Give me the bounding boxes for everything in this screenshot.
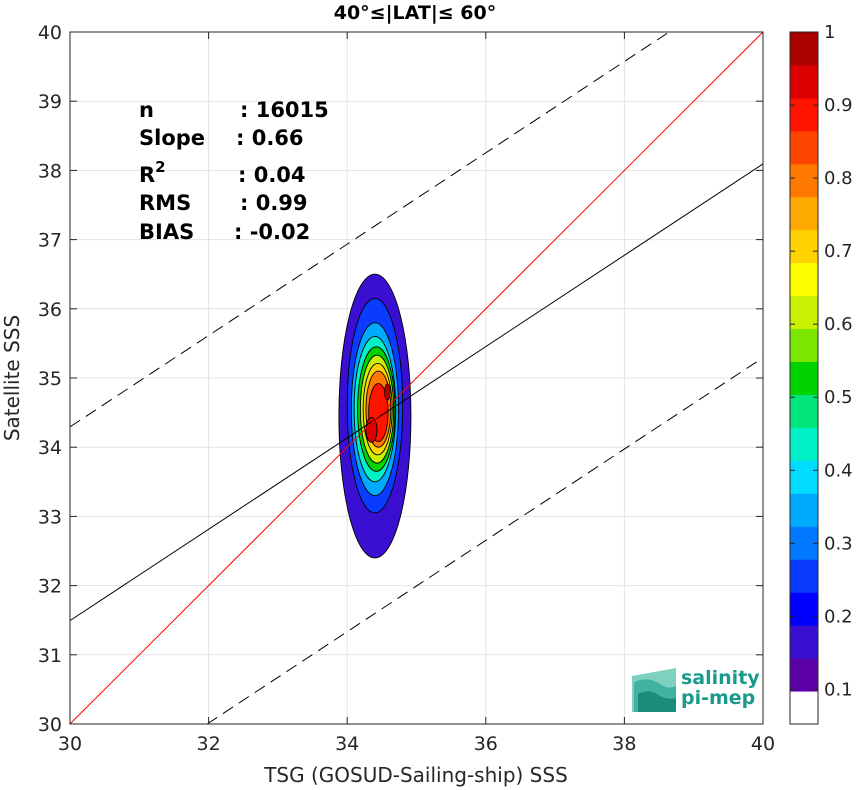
colorbar-segment [790, 64, 818, 99]
colorbar-tick-label: 0.7 [824, 241, 853, 262]
y-axis-label: Satellite SSS [0, 315, 24, 441]
stat-label: n [139, 98, 154, 122]
stat-value: : 0.66 [236, 126, 304, 150]
colorbar-segment [790, 229, 818, 264]
colorbar-tick-label: 0.5 [824, 387, 853, 408]
colorbar-tick-label: 0.2 [824, 606, 853, 627]
colorbar-segment [790, 493, 818, 527]
colorbar-segment [790, 691, 818, 725]
y-tick-label: 32 [38, 576, 62, 598]
colorbar-segment [790, 97, 818, 132]
colorbar-segment [790, 32, 818, 66]
y-tick-label: 36 [38, 299, 62, 321]
stat-value: : -0.02 [234, 220, 310, 244]
y-tick-label: 37 [38, 230, 62, 252]
colorbar-segment [790, 592, 818, 626]
y-tick-label: 30 [38, 714, 62, 736]
colorbar-segment [790, 328, 818, 363]
y-tick-label: 38 [38, 160, 62, 182]
colorbar-tick-label: 1 [824, 22, 835, 43]
colorbar-segment [790, 163, 818, 198]
colorbar-segment [790, 625, 818, 659]
y-tick-label: 33 [38, 506, 62, 528]
colorbar-segment [790, 427, 818, 461]
colorbar-segment [790, 361, 818, 395]
colorbar-tick-label: 0.3 [824, 533, 853, 554]
stat-label: Slope [139, 126, 205, 150]
stat-value: : 0.04 [238, 163, 306, 187]
stat-value: : 0.99 [240, 191, 308, 215]
x-tick-label: 38 [612, 733, 636, 755]
colorbar-segment [790, 460, 818, 494]
stat-value: : 16015 [240, 98, 329, 122]
rms-upper-line [69, 31, 670, 428]
stat-label: BIAS [139, 220, 194, 244]
logo-line1: salinity [681, 667, 760, 689]
y-tick-label: 35 [38, 368, 62, 390]
stats-box: n : 16015 Slope : 0.66 R2 : 0.04 RMS : 0.99 BIAS… [139, 98, 329, 244]
colorbar-tick-label: 0.4 [824, 460, 853, 481]
colorbar-segment [790, 394, 818, 428]
colorbar-segment [790, 130, 818, 165]
colorbar-segment [790, 196, 818, 231]
colorbar-tick-label: 0.9 [824, 95, 853, 116]
colorbar: 0.1 0.2 0.3 0.4 0.5 0.6 0.7 0.8 0.9 1 [789, 22, 853, 725]
salinity-logo: salinity pi-mep [632, 667, 760, 712]
identity-line [69, 31, 764, 725]
regression-lines [69, 31, 764, 725]
colorbar-segment [790, 295, 818, 330]
x-tick-label: 32 [197, 733, 221, 755]
stat-label: R2 [139, 158, 166, 187]
colorbar-tick-label: 0.6 [824, 314, 853, 335]
density-peak [384, 383, 391, 401]
colorbar-segment [790, 658, 818, 692]
colorbar-tick-label: 0.8 [824, 168, 853, 189]
x-tick-label: 34 [335, 733, 359, 755]
colorbar-segment [790, 262, 818, 297]
colorbar-frame [789, 31, 819, 725]
colorbar-tick-label: 0.1 [824, 679, 853, 700]
logo-waves-icon [632, 668, 676, 712]
stat-label: RMS [139, 191, 191, 215]
y-tick-label: 34 [38, 437, 62, 459]
density-contour [365, 416, 378, 443]
y-tick-label: 40 [38, 22, 62, 44]
x-axis-label: TSG (GOSUD-Sailing-ship) SSS [263, 763, 568, 787]
density-contours [338, 273, 412, 559]
chart-title: 40°≤|LAT|≤ 60° [334, 2, 497, 24]
axis-ticks: 30 32 34 36 38 40 30 31 32 33 34 35 36 37 38 39 40 [38, 22, 775, 755]
y-tick-label: 39 [38, 91, 62, 113]
rms-lower-line [206, 357, 764, 725]
logo-line2: pi-mep [681, 687, 755, 709]
x-tick-label: 30 [58, 733, 82, 755]
fit-line [69, 163, 764, 622]
colorbar-segment [790, 559, 818, 593]
x-tick-label: 40 [751, 733, 775, 755]
y-tick-label: 31 [38, 645, 62, 667]
x-tick-label: 36 [474, 733, 498, 755]
